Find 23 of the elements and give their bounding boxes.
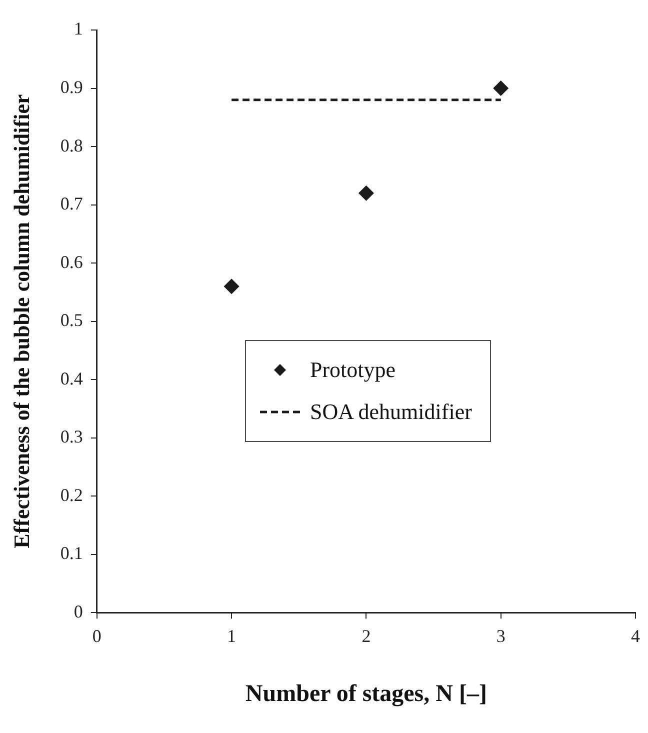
- y-tick-label: 1: [74, 18, 83, 39]
- x-tick-label: 3: [496, 626, 506, 646]
- y-tick-label: 0.7: [60, 194, 83, 214]
- point: [358, 186, 374, 200]
- y-tick-label: 0.4: [60, 368, 83, 388]
- x-tick-label: 1: [227, 626, 236, 646]
- point: [494, 81, 508, 96]
- y-axis-title: Effectiveness of the bubble column dehumidifier: [8, 94, 34, 548]
- y-tick-label: 0.8: [60, 135, 83, 156]
- x-axis-title: Number of stages, N [‒]: [245, 680, 487, 707]
- y-tick-label: 0.1: [60, 543, 83, 564]
- x-tick-label: 2: [362, 626, 371, 646]
- y-tick-label: 0.9: [60, 76, 83, 97]
- legend-label: Prototype: [310, 357, 396, 383]
- point: [224, 279, 239, 294]
- x-tick-label: 4: [631, 626, 640, 646]
- y-tick-label: 0.6: [60, 252, 83, 272]
- y-tick-label: 0.3: [60, 426, 83, 447]
- y-tick-label: 0: [74, 601, 83, 622]
- y-tick-label: 0.5: [60, 310, 83, 330]
- legend-label: SOA dehumidifier: [310, 399, 472, 425]
- x-tick-label: 0: [92, 626, 102, 646]
- y-tick-label: 0.2: [60, 484, 83, 505]
